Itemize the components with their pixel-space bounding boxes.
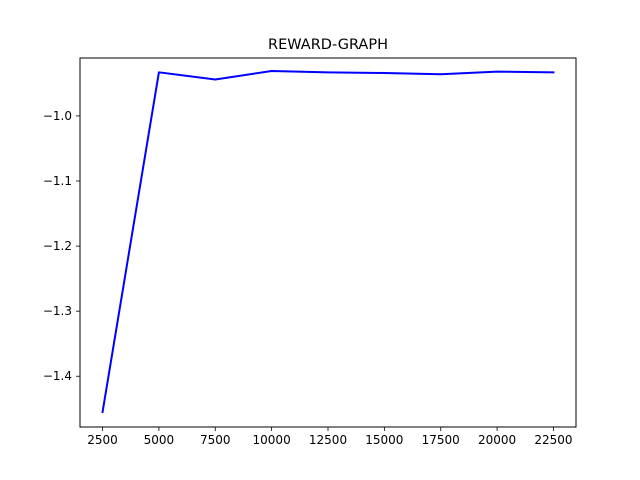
x-tick-label: 10000: [253, 433, 291, 447]
x-tick-label: 2500: [87, 433, 118, 447]
x-tick-label: 15000: [365, 433, 403, 447]
x-tick-label: 22500: [534, 433, 572, 447]
x-tick-label: 7500: [200, 433, 231, 447]
x-tick-label: 20000: [478, 433, 516, 447]
chart-title: REWARD-GRAPH: [268, 37, 388, 53]
x-tick-label: 12500: [309, 433, 347, 447]
x-tick-label: 5000: [144, 433, 175, 447]
y-axis: −1.0 −1.1 −1.2 −1.3 −1.4: [43, 109, 80, 383]
y-tick-label: −1.4: [43, 369, 72, 383]
y-tick-label: −1.0: [43, 109, 72, 123]
x-axis: 2500 5000 7500 10000 12500 15000 17500 20000 225…: [87, 427, 573, 447]
y-tick-label: −1.3: [43, 304, 72, 318]
series-layer: [101, 70, 555, 414]
y-tick-label: −1.2: [43, 239, 72, 253]
plot-frame: [79, 57, 577, 428]
x-tick-label: 17500: [422, 433, 460, 447]
y-tick-label: −1.1: [43, 174, 72, 188]
